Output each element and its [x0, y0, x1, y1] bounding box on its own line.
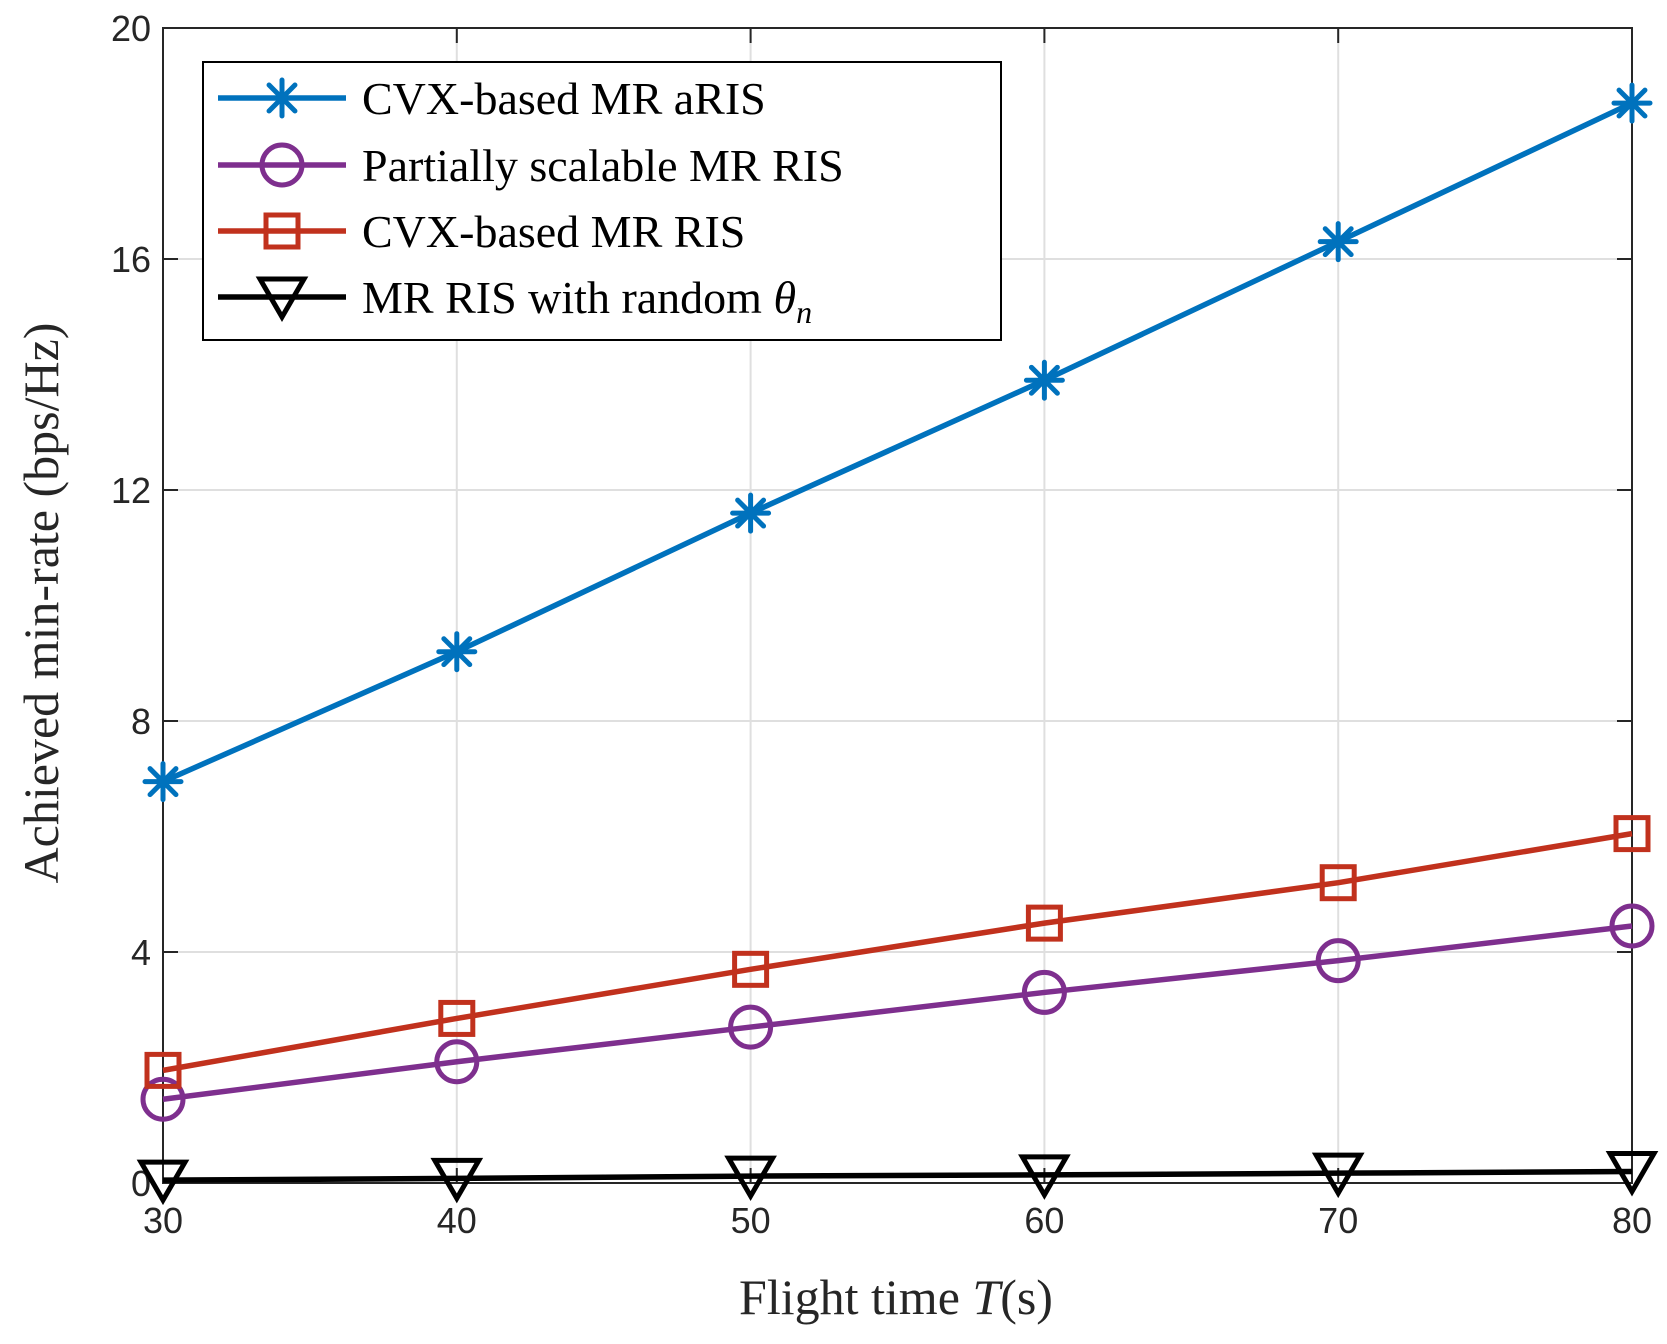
- x-axis-title: Flight time T(s): [739, 1269, 1053, 1325]
- x-tick-label: 70: [1318, 1200, 1358, 1241]
- data-point: [1315, 938, 1361, 984]
- data-point: [1319, 864, 1357, 902]
- data-point: [1025, 904, 1063, 942]
- data-point: [1311, 1152, 1365, 1199]
- data-point: [140, 1076, 186, 1122]
- data-point: [1018, 1154, 1071, 1200]
- legend-item: CVX-based MR aRIS: [218, 73, 766, 124]
- data-point: [430, 1157, 484, 1204]
- legend-label: CVX-based MR RIS: [362, 206, 745, 257]
- legend-label: CVX-based MR aRIS: [362, 73, 766, 124]
- x-tick-label: 40: [437, 1200, 477, 1241]
- series-line: [162, 923, 1633, 1102]
- legend-label: MR RIS with random θn: [362, 272, 812, 330]
- legend-item: Partially scalable MR RIS: [218, 140, 844, 191]
- x-tick-label: 30: [143, 1200, 183, 1241]
- data-point: [1613, 815, 1651, 853]
- legend: CVX-based MR aRIS Partially scalable MR R…: [202, 61, 1002, 341]
- series-line: [161, 100, 1634, 785]
- x-tick-label: 80: [1612, 1200, 1652, 1241]
- legend-swatch-marker: [259, 142, 305, 188]
- y-tick-label: 8: [131, 701, 151, 742]
- legend-swatch-marker: [261, 77, 303, 119]
- data-point: [142, 761, 184, 803]
- series-line: [162, 830, 1633, 1074]
- data-point: [1023, 359, 1065, 401]
- y-tick-label: 12: [111, 470, 151, 511]
- legend-item: MR RIS with random θn: [218, 272, 812, 330]
- legend-item: CVX-based MR RIS: [218, 206, 745, 257]
- legend-box: [202, 61, 1002, 341]
- legend-swatch-marker: [255, 276, 309, 322]
- x-axis-variable: T: [972, 1269, 1003, 1325]
- data-point: [1609, 903, 1655, 949]
- series-line: [162, 1168, 1633, 1183]
- data-point: [1021, 969, 1067, 1015]
- data-point: [1317, 221, 1359, 263]
- series-1: [142, 82, 1653, 803]
- data-point: [144, 1051, 182, 1089]
- data-point: [730, 492, 772, 534]
- legend-swatch-marker: [263, 212, 301, 250]
- plot-area: 30 40 50 60 70 80 0 4 8 12 16 20 CVX-based MR aRIS Pa…: [111, 8, 1659, 1241]
- y-tick-label: 4: [131, 932, 151, 973]
- data-point: [1611, 82, 1653, 124]
- data-point: [434, 1039, 480, 1085]
- y-tick-label: 20: [111, 8, 151, 49]
- data-point: [732, 950, 770, 988]
- series-3: [144, 815, 1651, 1089]
- y-tick-label: 0: [131, 1163, 151, 1204]
- data-point: [724, 1155, 777, 1202]
- y-tick-label: 16: [111, 239, 151, 280]
- y-axis-title: Achieved min-rate (bps/Hz): [13, 323, 69, 884]
- axes-box: [162, 27, 1633, 1184]
- data-point: [436, 631, 478, 673]
- data-point: [1605, 1150, 1659, 1197]
- series-2: [140, 903, 1655, 1122]
- x-tick-label: 60: [1024, 1200, 1064, 1241]
- legend-label: Partially scalable MR RIS: [362, 140, 844, 191]
- series-4: [136, 1150, 1659, 1206]
- data-point: [728, 1004, 774, 1050]
- data-point: [136, 1159, 190, 1206]
- x-tick-label: 50: [731, 1200, 771, 1241]
- data-point: [438, 999, 476, 1037]
